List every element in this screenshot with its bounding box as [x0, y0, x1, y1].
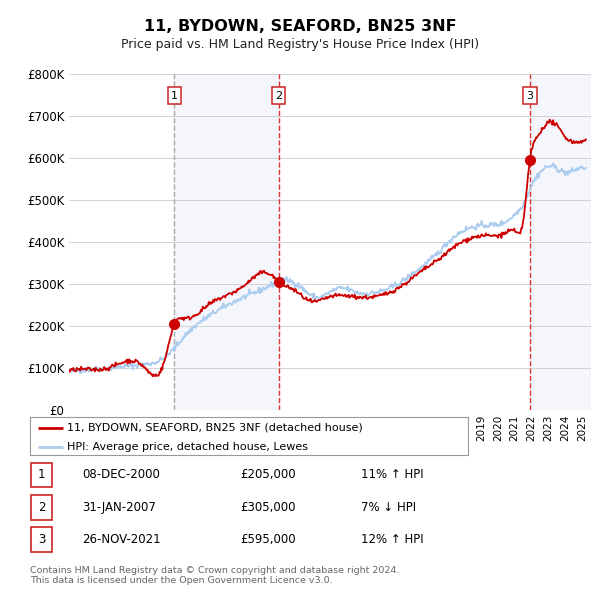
Text: £205,000: £205,000: [240, 468, 295, 481]
Text: £305,000: £305,000: [240, 501, 295, 514]
Text: 2: 2: [275, 91, 283, 101]
Text: 11, BYDOWN, SEAFORD, BN25 3NF: 11, BYDOWN, SEAFORD, BN25 3NF: [143, 19, 457, 34]
Text: 3: 3: [526, 91, 533, 101]
Text: Price paid vs. HM Land Registry's House Price Index (HPI): Price paid vs. HM Land Registry's House …: [121, 38, 479, 51]
Text: 26-NOV-2021: 26-NOV-2021: [82, 533, 161, 546]
Text: HPI: Average price, detached house, Lewes: HPI: Average price, detached house, Lewe…: [67, 442, 308, 452]
Text: 1: 1: [38, 468, 46, 481]
Text: 08-DEC-2000: 08-DEC-2000: [82, 468, 160, 481]
FancyBboxPatch shape: [31, 527, 52, 552]
Text: 7% ↓ HPI: 7% ↓ HPI: [361, 501, 416, 514]
Text: 1: 1: [171, 91, 178, 101]
Text: £595,000: £595,000: [240, 533, 295, 546]
FancyBboxPatch shape: [31, 463, 52, 487]
Text: 31-JAN-2007: 31-JAN-2007: [82, 501, 157, 514]
Text: 2: 2: [38, 501, 46, 514]
FancyBboxPatch shape: [31, 495, 52, 520]
Text: 12% ↑ HPI: 12% ↑ HPI: [361, 533, 424, 546]
Text: Contains HM Land Registry data © Crown copyright and database right 2024.
This d: Contains HM Land Registry data © Crown c…: [30, 566, 400, 585]
Bar: [530, 74, 591, 410]
Bar: [175, 74, 279, 410]
Text: 11% ↑ HPI: 11% ↑ HPI: [361, 468, 424, 481]
Text: 3: 3: [38, 533, 45, 546]
Text: 11, BYDOWN, SEAFORD, BN25 3NF (detached house): 11, BYDOWN, SEAFORD, BN25 3NF (detached …: [67, 423, 363, 433]
